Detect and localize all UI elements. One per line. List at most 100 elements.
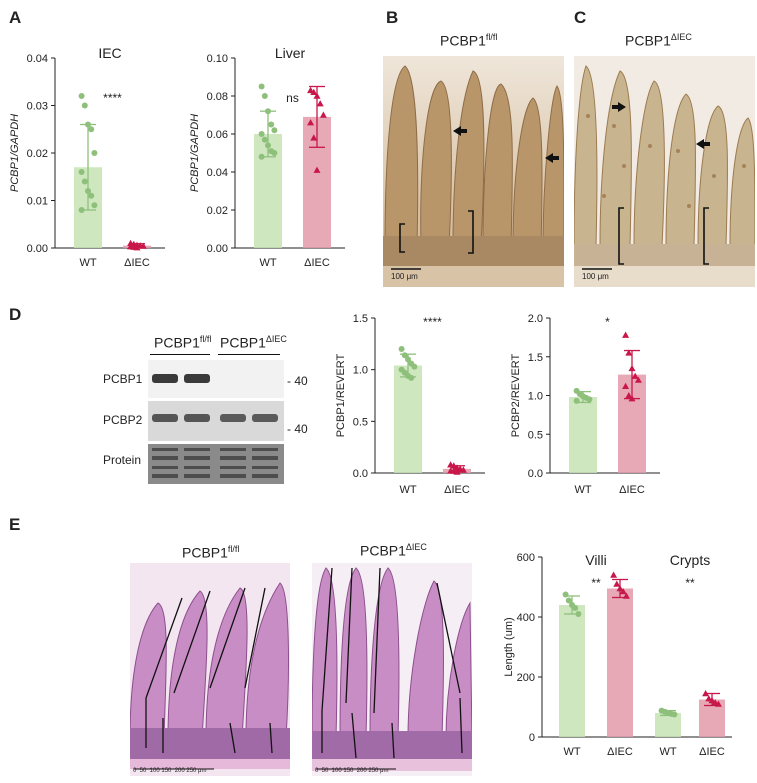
data-point [562, 591, 569, 598]
data-point [714, 700, 722, 707]
data-point [671, 711, 678, 718]
he-micrograph-ko [312, 563, 472, 776]
data-point [310, 134, 318, 141]
western-group-ko-line [218, 354, 280, 355]
data-point [575, 611, 582, 617]
significance-label: **** [423, 315, 442, 329]
panel-label-c: C [574, 8, 587, 27]
data-point [307, 119, 315, 126]
data-point [622, 592, 630, 599]
y-tick-label: 0.00 [207, 243, 228, 255]
x-tick-label: WT [659, 746, 676, 758]
y-tick-label: 0.06 [207, 129, 228, 141]
data-point [258, 131, 265, 137]
data-point [313, 166, 321, 173]
y-tick-label: 0 [529, 732, 535, 744]
micrograph-b-title: PCBP1fl/fl [440, 32, 498, 49]
data-point [319, 111, 327, 118]
chart-iec: 0.00 0.01 0.02 0.03 0.04 PCBP1/GAPDH IEC WT ΔIEC… [9, 45, 165, 269]
data-point [631, 372, 639, 379]
x-tick-label: ΔIEC [304, 257, 330, 269]
significance-label: ** [591, 576, 601, 590]
y-tick-label: 200 [517, 672, 535, 684]
x-tick-label: WT [563, 746, 580, 758]
y-tick-label: 2.0 [528, 313, 543, 325]
data-point [616, 585, 624, 592]
blot-label-protein: Protein [103, 453, 142, 467]
panel-label-a: A [9, 8, 22, 27]
western-blot-image [148, 360, 284, 484]
data-point [565, 597, 572, 604]
data-point [88, 192, 95, 199]
significance-label: ns [286, 91, 299, 105]
data-point [261, 93, 268, 99]
y-tick-label: 0.0 [528, 468, 543, 480]
data-point [313, 92, 321, 99]
western-group-fl: PCBP1fl/fl [154, 334, 212, 351]
group-label: Villi [585, 552, 607, 568]
chart-villi-crypts: 0 200 400 600 Length (um) WT ΔIEC WT ΔIEC ** ** Vil… [503, 552, 732, 758]
y-tick-label: 0.04 [27, 53, 48, 65]
data-point [81, 102, 88, 109]
bar [607, 588, 633, 737]
data-point [573, 397, 580, 404]
data-point [265, 142, 271, 149]
data-point [91, 150, 98, 156]
x-tick-label: WT [399, 484, 416, 496]
y-tick-label: 1.0 [528, 391, 543, 403]
he-right-title: PCBP1ΔIEC [360, 542, 427, 559]
data-point [133, 244, 141, 251]
he-left-title: PCBP1fl/fl [182, 544, 240, 561]
data-point [610, 571, 618, 578]
data-point [139, 242, 147, 249]
scale-bar-label-b: 100 μm [391, 272, 418, 281]
he-scale-right: 0 50 100 150 200 250 μm [315, 768, 389, 774]
western-group-ko: PCBP1ΔIEC [220, 334, 287, 351]
data-point [628, 395, 636, 402]
significance-label: * [605, 315, 610, 329]
y-tick-label: 1.5 [353, 313, 368, 325]
data-point [271, 127, 278, 134]
data-point [310, 88, 318, 95]
y-tick-label: 0.04 [207, 167, 228, 179]
chart-pcbp1-revert: 0.0 0.5 1.0 1.5 PCBP1/REVERT WT ΔIEC **** [335, 313, 485, 496]
y-tick-label: 0.01 [27, 196, 48, 208]
ihc-micrograph-ko [574, 56, 755, 287]
data-point [88, 126, 95, 133]
western-group-fl-line [150, 354, 210, 355]
data-point [271, 150, 278, 156]
data-point [78, 93, 85, 99]
mw-marker-2: - 40 [287, 422, 308, 436]
x-tick-label: WT [259, 257, 276, 269]
y-tick-label: 0.02 [27, 148, 48, 160]
y-tick-label: 0.10 [207, 53, 228, 65]
data-point [625, 392, 633, 399]
chart-title: IEC [98, 45, 121, 61]
group-label: Crypts [670, 552, 710, 568]
he-scale-left: 0 50 100 150 200 250 μm [133, 768, 207, 774]
data-point [408, 374, 415, 381]
micrograph-c-title: PCBP1ΔIEC [625, 32, 692, 49]
y-axis-label: PCBP1/GAPDH [9, 114, 21, 192]
data-point [85, 121, 91, 128]
data-point [625, 349, 633, 356]
y-tick-label: 0.5 [353, 416, 368, 428]
blot-label-pcbp1: PCBP1 [103, 372, 143, 386]
data-point [78, 169, 85, 175]
y-axis-label: PCBP1/GAPDH [189, 114, 201, 192]
data-point [702, 690, 710, 697]
data-point [453, 468, 461, 475]
data-point [572, 605, 579, 611]
y-tick-label: 600 [517, 552, 535, 564]
data-point [411, 363, 418, 370]
scale-bar-label-c: 100 μm [582, 272, 609, 281]
data-point [258, 83, 265, 90]
y-tick-label: 1.0 [353, 365, 368, 377]
panel-label-d: D [9, 305, 22, 324]
y-tick-label: 0.03 [27, 101, 48, 113]
data-point [78, 207, 85, 213]
chart-liver: 0.00 0.02 0.04 0.06 0.08 0.10 PCBP1/GAPDH Liver… [189, 45, 345, 269]
data-point [405, 356, 411, 363]
x-tick-label: ΔIEC [619, 484, 645, 496]
bar [559, 605, 585, 737]
